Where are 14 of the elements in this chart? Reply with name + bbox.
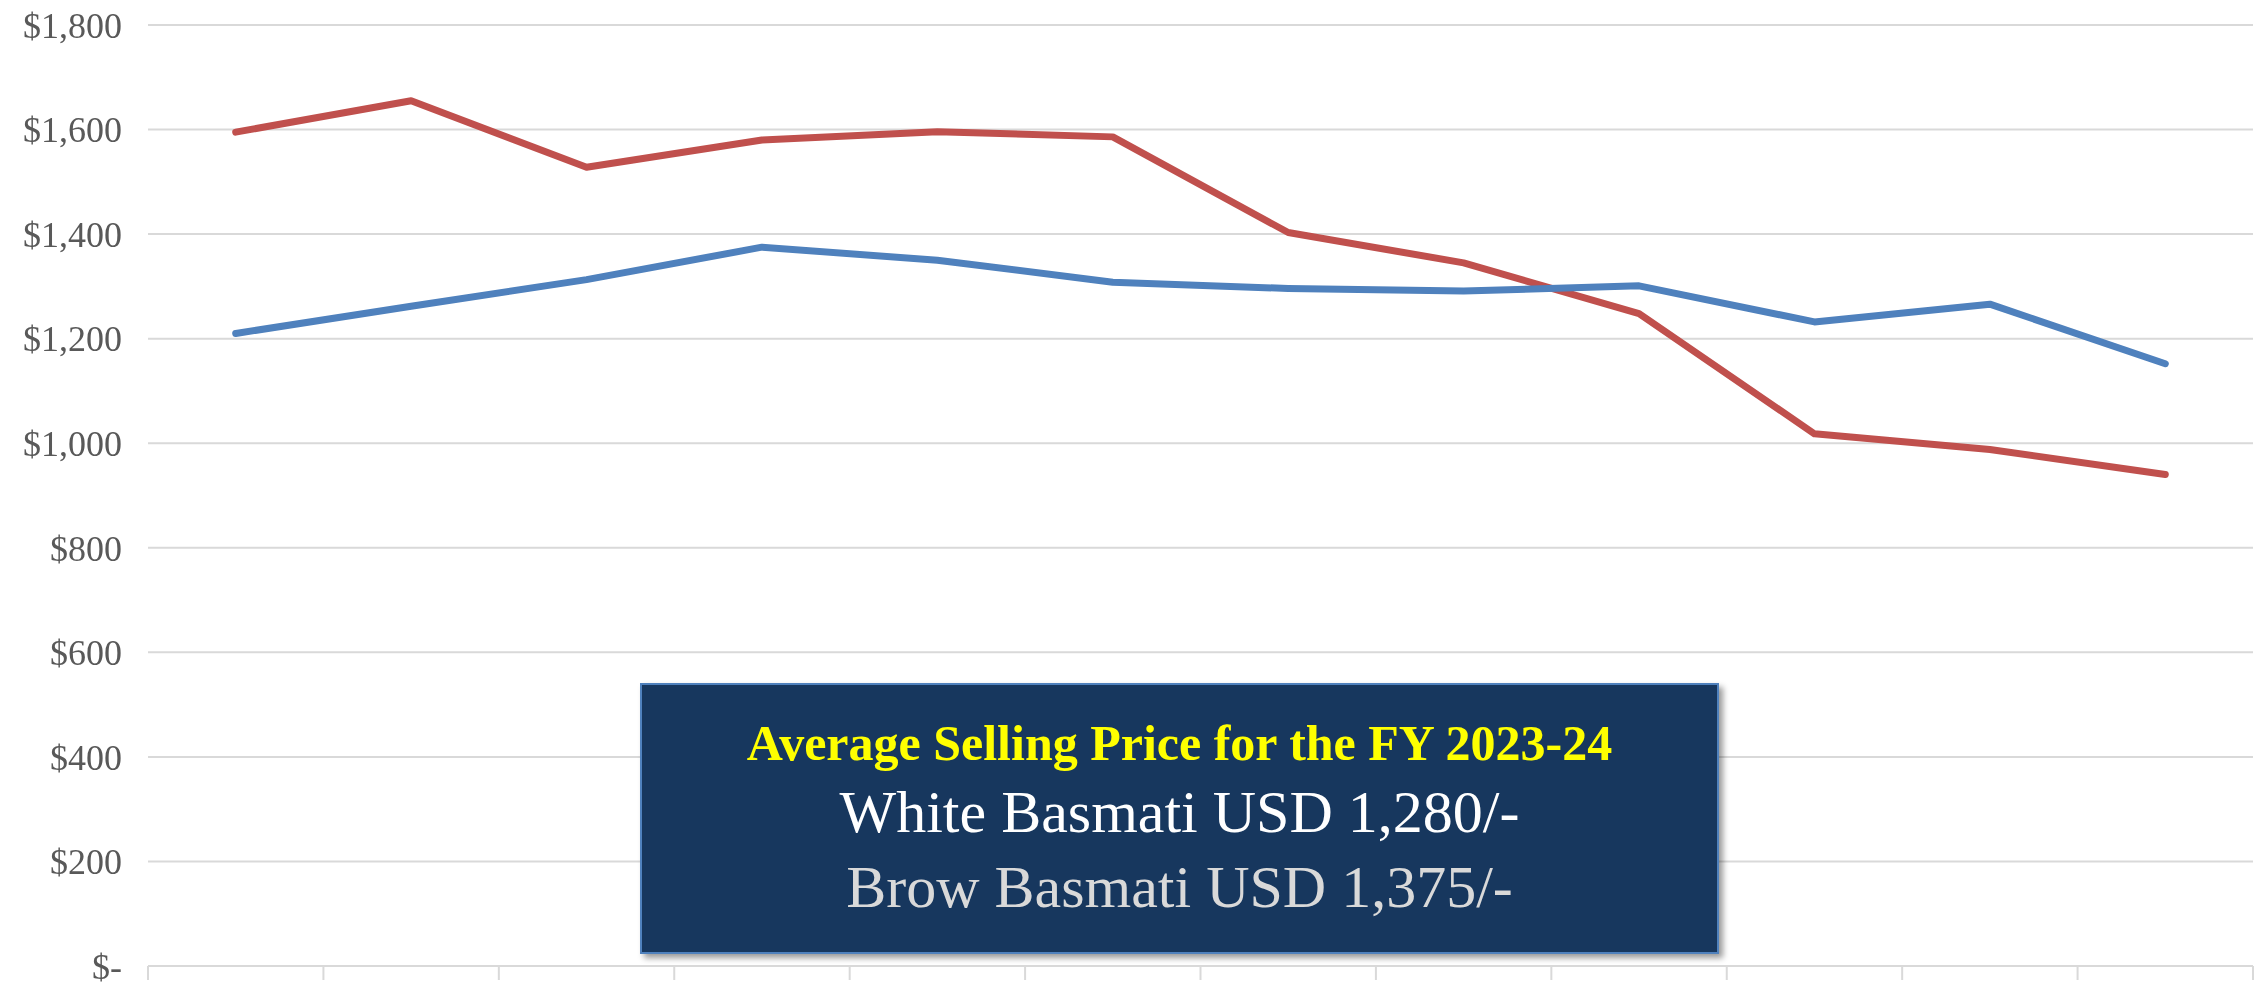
y-tick-label: $1,200 [23,319,122,360]
y-tick-label: $1,800 [23,5,122,46]
y-tick-label: $1,000 [23,424,122,464]
y-tick-label: $1,400 [23,214,122,255]
y-tick-label: $600 [50,633,122,674]
annotation: Brow Basmati USD 1,375/- [846,852,1513,922]
y-tick-label: $1,600 [23,110,122,151]
annotation: White Basmati USD 1,280/- [839,777,1520,847]
y-tick-label: $800 [50,528,122,569]
y-tick-label: $400 [50,737,122,778]
annotation: Average Selling Price for the FY 2023-24 [746,714,1613,774]
text-box: Average Selling Price for the FY 2023-24 White Basmati USD 1,280/- Brow Basmati USD 1,375/- [640,683,1719,954]
y-tick-label: $200 [50,842,122,883]
y-tick-label: $- [92,946,122,987]
